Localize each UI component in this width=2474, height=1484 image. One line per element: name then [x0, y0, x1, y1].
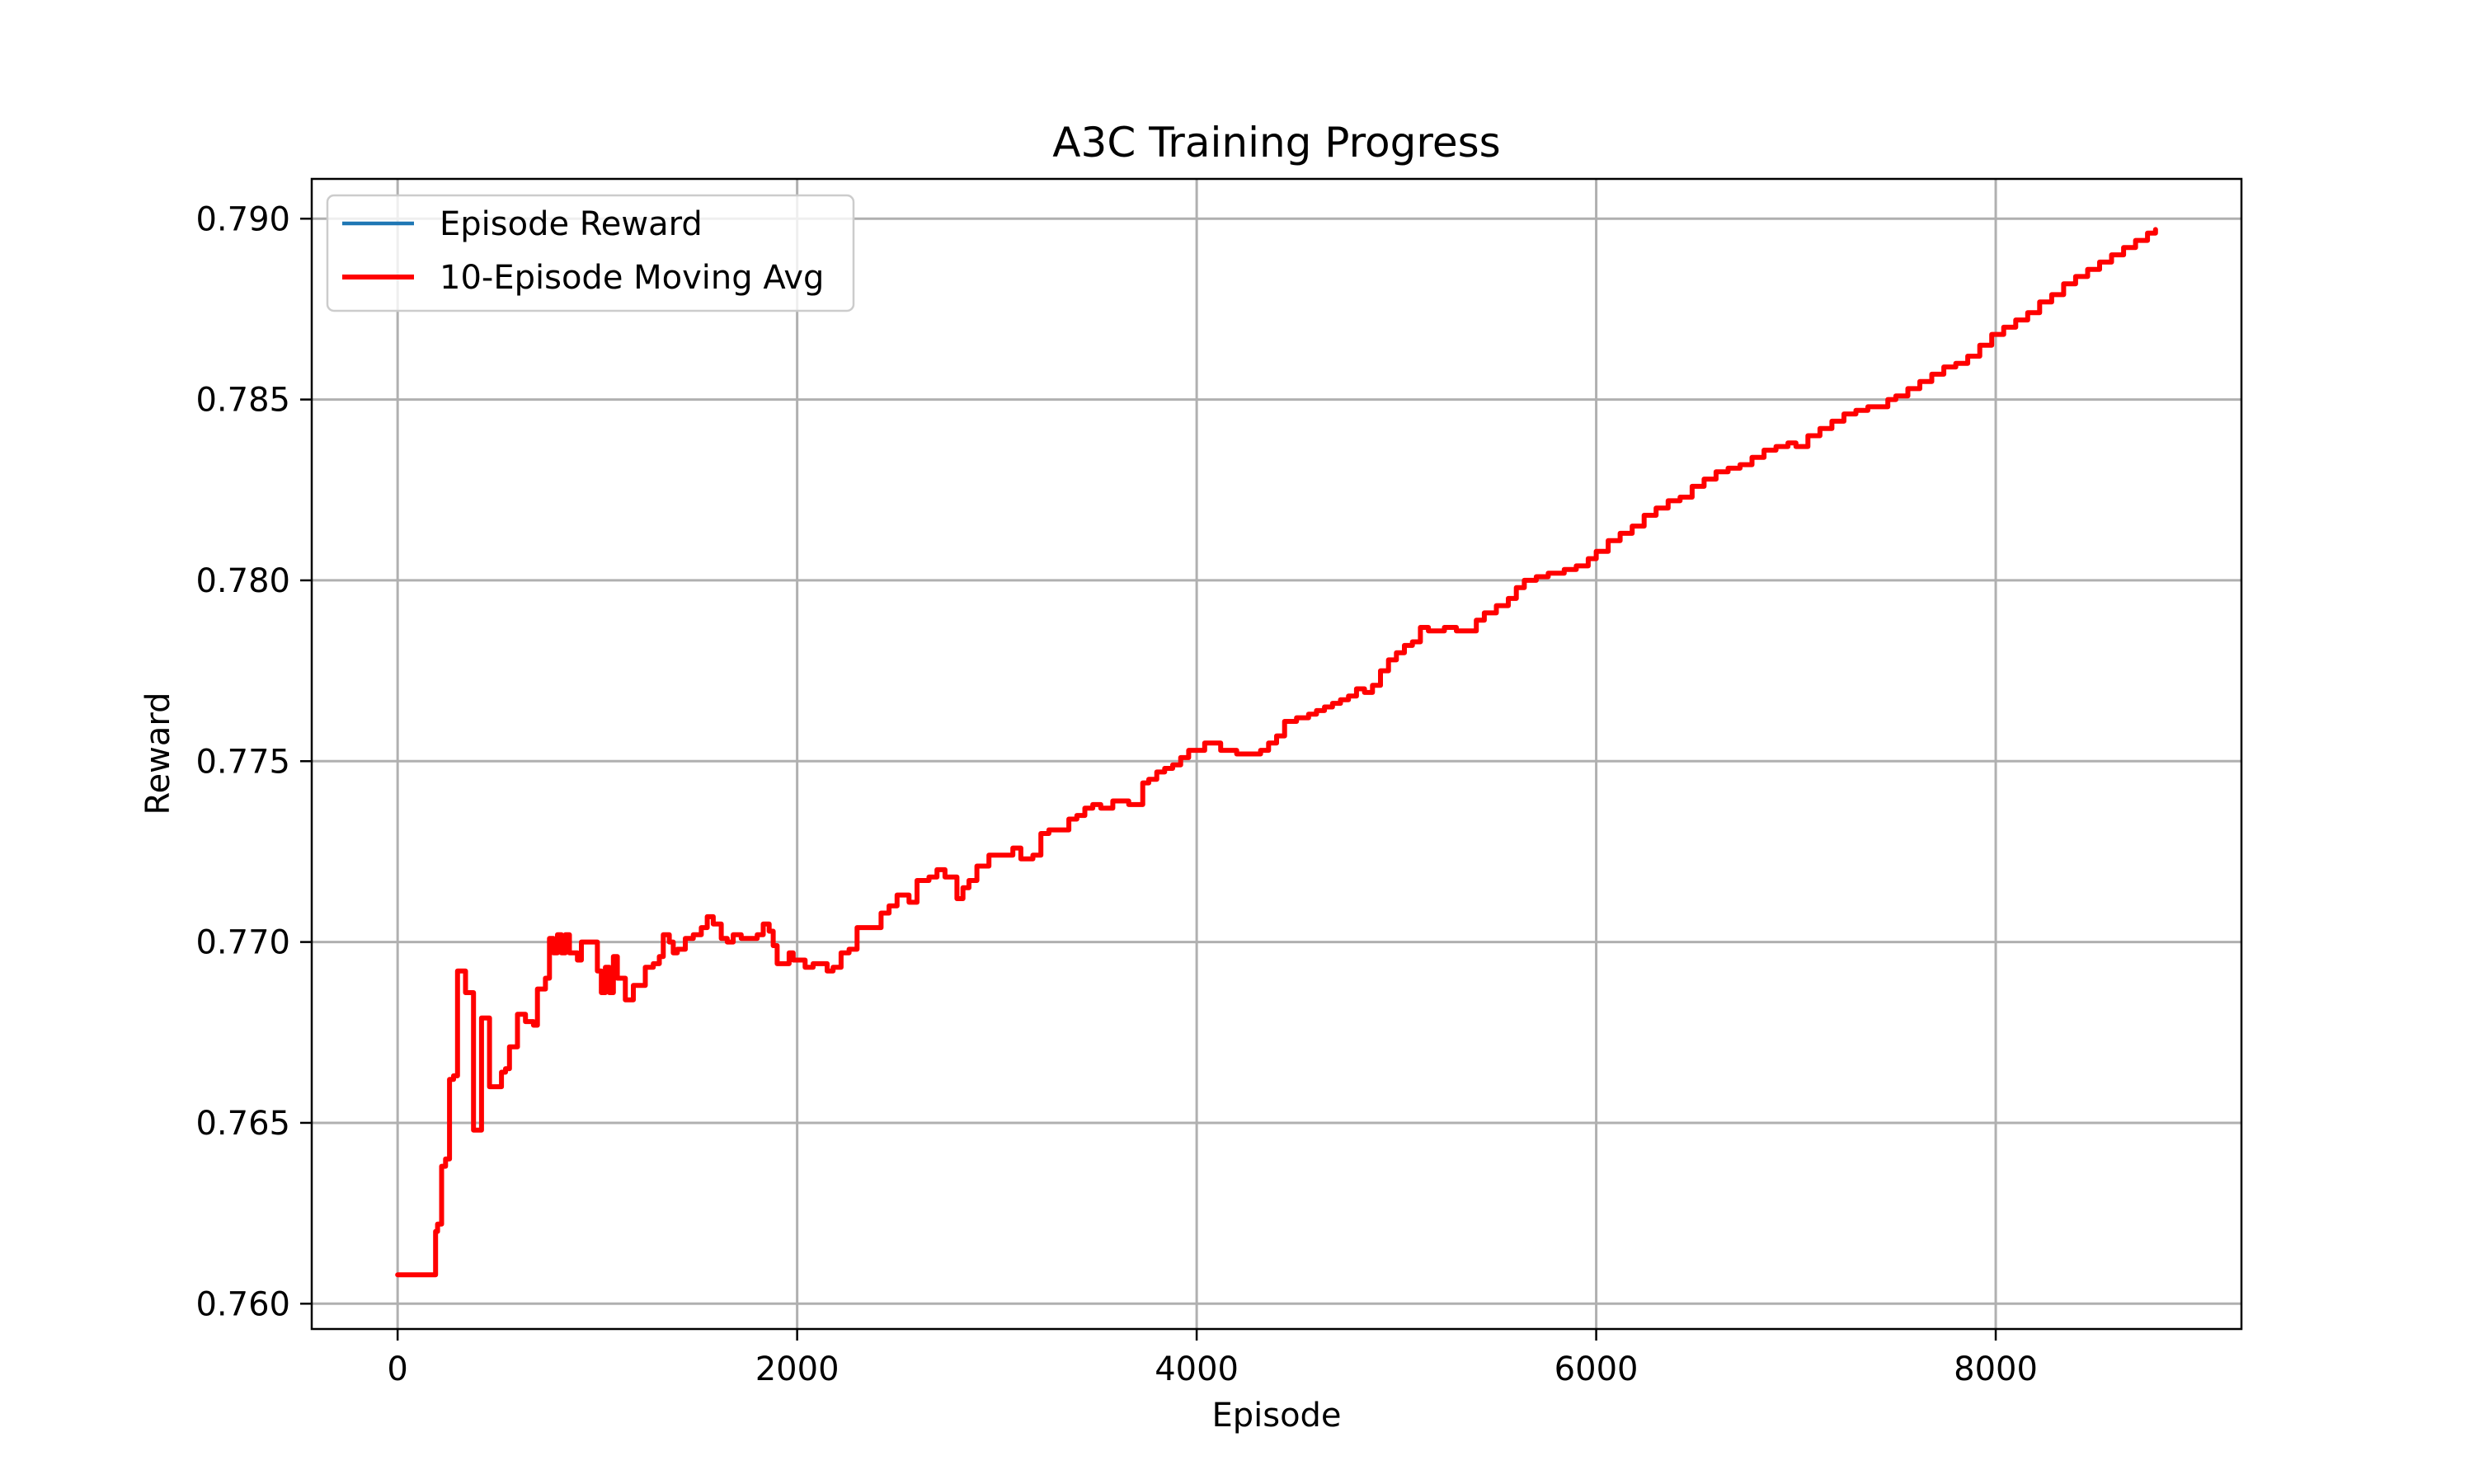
legend-box [326, 194, 855, 312]
axes-frame [310, 177, 2243, 1331]
y-axis-label: Reward [139, 693, 177, 815]
x-axis-label: Episode [1211, 1397, 1341, 1435]
x-tick-label: 8000 [1954, 1350, 2038, 1388]
y-tick-label: 0.780 [195, 562, 290, 600]
y-tick-label: 0.765 [195, 1105, 290, 1143]
y-tick-label: 0.760 [195, 1285, 290, 1323]
legend: Episode Reward 10-Episode Moving Avg [326, 194, 855, 312]
legend-label-moving-avg: 10-Episode Moving Avg [440, 259, 824, 297]
y-tick-label: 0.775 [195, 743, 290, 781]
x-tick-label: 2000 [755, 1350, 840, 1388]
legend-label-episode-reward: Episode Reward [440, 205, 703, 243]
x-tick-label: 0 [387, 1350, 407, 1388]
axis-ticks: 0 2000 4000 6000 8000 0.760 0.765 0.770 0.775 0.7… [195, 200, 2037, 1388]
y-tick-label: 0.785 [195, 382, 290, 420]
y-tick-label: 0.770 [195, 924, 290, 962]
chart-title: A3C Training Progress [1052, 119, 1500, 167]
plot-area [395, 227, 2158, 1278]
x-tick-label: 4000 [1155, 1350, 1239, 1388]
y-tick-label: 0.790 [195, 200, 290, 238]
x-tick-label: 6000 [1554, 1350, 1639, 1388]
series-line-1 [395, 227, 2158, 1278]
grid [312, 179, 2241, 1329]
